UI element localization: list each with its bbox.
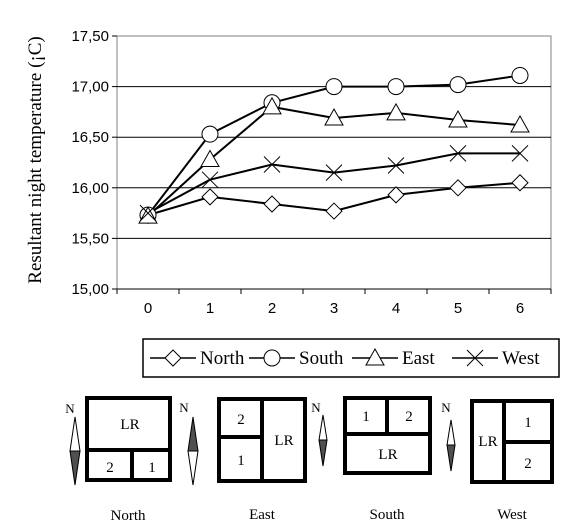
x-tick-label: 0	[144, 300, 152, 317]
north-arrow-icon	[187, 450, 199, 486]
data-point-south	[511, 66, 529, 84]
plan-west-room-lr: LR	[478, 434, 497, 450]
legend-marker-west	[466, 349, 484, 367]
data-point-east	[262, 96, 282, 115]
gridlines	[112, 35, 552, 294]
plan-west-room-2: 2	[524, 456, 532, 472]
north-arrow-icon	[318, 439, 328, 467]
plan-north-room-1: 1	[148, 460, 156, 476]
x-tick-label: 2	[268, 300, 276, 317]
plan-east: 2 1 LR N East	[217, 397, 328, 523]
y-tick-label: 16,50	[71, 129, 109, 146]
y-tick-label: 17,00	[71, 79, 109, 96]
plan-north: LR 2 1 N N North	[65, 396, 199, 524]
x-tick-labels: 0 1 2 3 4 5 6	[144, 300, 524, 317]
plan-east-room-2: 2	[237, 412, 245, 428]
data-point-south	[449, 76, 467, 94]
north-arrow-icon	[69, 450, 81, 486]
x-tick-label: 1	[206, 300, 214, 317]
plan-caption-south: South	[369, 507, 405, 523]
plan-south-room-lr: LR	[378, 447, 397, 463]
plan-north-room-lr: LR	[120, 417, 139, 433]
north-arrow-icon	[446, 444, 456, 472]
data-point-east	[138, 206, 158, 224]
data-point-west	[139, 204, 157, 222]
y-tick-labels: 15,00 15,50 16,00 16,50 17,00 17,50	[71, 28, 109, 298]
x-tick-label: 3	[330, 300, 338, 317]
legend-marker-north	[164, 349, 182, 367]
data-point-west	[449, 145, 467, 162]
y-axis-label: Resultant night temperature (¡C)	[25, 36, 46, 283]
data-point-west	[263, 156, 281, 173]
data-point-west	[325, 164, 343, 181]
plan-east-n: N	[311, 400, 321, 415]
x-tick-label: 5	[454, 300, 462, 317]
y-tick-label: 17,50	[71, 28, 109, 45]
plan-caption-east: East	[249, 507, 276, 523]
plan-east-room-lr: LR	[274, 433, 293, 449]
plan-north-n-right: N	[179, 400, 189, 415]
plan-north-n-left: N	[65, 401, 75, 416]
data-point-east	[386, 102, 406, 121]
data-point-north	[449, 179, 467, 197]
floor-plans: LR 2 1 N N North 2 1 LR N East	[65, 396, 554, 524]
data-point-south	[387, 78, 405, 96]
data-point-north	[263, 195, 281, 213]
plan-west-room-1: 1	[524, 415, 532, 431]
y-tick-label: 16,00	[71, 180, 109, 197]
plan-south-room-2: 2	[405, 409, 413, 425]
plan-caption-west: West	[497, 507, 527, 523]
data-point-south	[201, 125, 219, 143]
data-point-east	[448, 109, 468, 128]
data-point-north	[511, 174, 529, 192]
north-arrow-icon	[446, 419, 456, 446]
data-point-north	[201, 188, 219, 206]
legend-items: North South East West	[150, 347, 540, 369]
plan-south-room-1: 1	[362, 409, 370, 425]
north-arrow-icon	[69, 416, 81, 452]
data-point-north	[387, 186, 405, 204]
legend-label-north: North	[200, 348, 245, 369]
plan-north-outline	[85, 396, 172, 482]
data-point-west	[387, 157, 405, 174]
plan-south: 1 2 LR N South	[343, 396, 456, 523]
plan-north-room-2: 2	[106, 460, 114, 476]
data-point-north	[325, 202, 343, 220]
data-point-south	[325, 78, 343, 96]
x-tick-label: 6	[516, 300, 524, 317]
plot-area	[116, 35, 552, 290]
data-point-west	[511, 145, 529, 162]
data-point-east	[200, 149, 220, 167]
legend: North South East West	[142, 338, 560, 378]
series-group	[138, 66, 530, 224]
legend-label-west: West	[502, 348, 540, 369]
legend-label-south: South	[299, 348, 344, 369]
x-tick-label: 4	[392, 300, 400, 317]
legend-marker-east	[365, 347, 385, 366]
y-tick-label: 15,50	[71, 230, 109, 247]
data-point-east	[510, 115, 530, 133]
plan-west: LR 1 2 West	[470, 399, 554, 523]
north-arrow-icon	[187, 416, 199, 452]
data-point-east	[324, 107, 344, 126]
legend-label-east: East	[402, 348, 435, 369]
data-point-west	[201, 171, 219, 189]
legend-marker-south	[263, 349, 281, 367]
plan-east-room-1: 1	[237, 453, 245, 469]
plan-caption-north: North	[111, 508, 146, 524]
y-tick-label: 15,00	[71, 281, 109, 298]
plan-south-n: N	[441, 400, 451, 415]
north-arrow-icon	[318, 414, 328, 441]
